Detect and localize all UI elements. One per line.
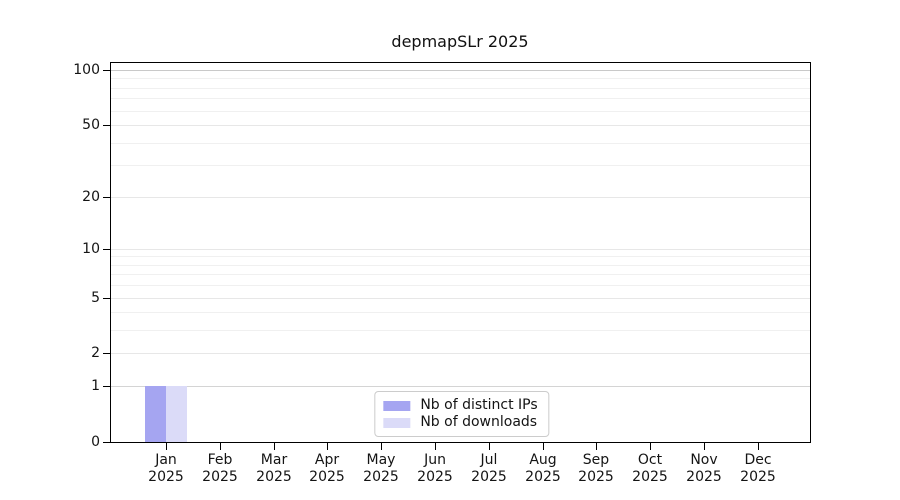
gridline-minor — [110, 165, 810, 166]
x-tick-label: Oct 2025 — [632, 452, 668, 485]
legend-item-downloads: Nb of downloads — [383, 414, 537, 431]
y-tick — [103, 249, 110, 250]
y-tick — [103, 386, 110, 387]
y-tick-label: 5 — [91, 290, 100, 306]
x-tick-label: Mar 2025 — [256, 452, 292, 485]
gridline-major — [110, 353, 810, 354]
x-tick-label: Nov 2025 — [686, 452, 722, 485]
x-tick — [543, 443, 544, 450]
y-tick-label: 50 — [82, 117, 100, 133]
x-tick — [220, 443, 221, 450]
legend-item-distinct-ips: Nb of distinct IPs — [383, 397, 538, 414]
x-tick — [596, 443, 597, 450]
x-tick-label: Apr 2025 — [309, 452, 345, 485]
x-tick — [327, 443, 328, 450]
x-tick-label: Jul 2025 — [471, 452, 507, 485]
legend-label-distinct-ips: Nb of distinct IPs — [420, 397, 538, 413]
x-tick-label: Dec 2025 — [740, 452, 776, 485]
gridline-major — [110, 125, 810, 126]
bar — [145, 386, 166, 442]
x-tick — [381, 443, 382, 450]
y-tick — [103, 125, 110, 126]
x-tick-label: May 2025 — [363, 452, 399, 485]
x-tick — [274, 443, 275, 450]
legend-swatch-distinct-ips — [383, 400, 411, 411]
gridline-minor — [110, 78, 810, 79]
axis-spine — [810, 62, 811, 443]
y-tick-label: 0 — [91, 434, 100, 450]
y-tick — [103, 298, 110, 299]
x-tick — [650, 443, 651, 450]
x-tick-label: Aug 2025 — [525, 452, 561, 485]
y-tick-label: 1 — [91, 378, 100, 394]
axis-spine — [110, 442, 811, 443]
gridline-minor — [110, 312, 810, 313]
gridline-minor — [110, 265, 810, 266]
bar — [166, 386, 187, 442]
legend-label-downloads: Nb of downloads — [420, 414, 538, 430]
y-tick — [103, 442, 110, 443]
y-tick-label: 20 — [82, 189, 100, 205]
y-tick — [103, 353, 110, 354]
plot-area — [110, 62, 810, 442]
gridline-minor — [110, 285, 810, 286]
gridline-minor — [110, 98, 810, 99]
gridline-major — [110, 197, 810, 198]
bars-layer — [110, 62, 810, 442]
gridline-minor — [110, 143, 810, 144]
chart-title: depmapSLr 2025 — [391, 32, 529, 51]
gridline-minor — [110, 274, 810, 275]
axis-spine — [110, 62, 111, 442]
x-tick — [489, 443, 490, 450]
x-tick — [704, 443, 705, 450]
x-tick — [166, 443, 167, 450]
gridline-major — [110, 70, 810, 71]
gridlines-layer — [110, 62, 810, 442]
x-tick — [435, 443, 436, 450]
gridline-major — [110, 249, 810, 250]
y-tick — [103, 70, 110, 71]
axis-spine — [110, 62, 810, 63]
x-tick-label: Jun 2025 — [417, 452, 453, 485]
x-tick-label: Jan 2025 — [148, 452, 184, 485]
x-tick-label: Sep 2025 — [578, 452, 614, 485]
x-tick — [758, 443, 759, 450]
gridline-minor — [110, 330, 810, 331]
gridline-major — [110, 386, 810, 387]
y-tick-label: 10 — [82, 241, 100, 257]
x-tick-label: Feb 2025 — [202, 452, 238, 485]
y-tick — [103, 197, 110, 198]
y-tick-label: 2 — [91, 345, 100, 361]
legend-swatch-downloads — [383, 417, 411, 428]
y-tick-label: 100 — [73, 62, 100, 78]
legend: Nb of distinct IPs Nb of downloads — [374, 391, 550, 437]
gridline-minor — [110, 256, 810, 257]
gridline-minor — [110, 88, 810, 89]
gridline-major — [110, 298, 810, 299]
gridline-minor — [110, 111, 810, 112]
